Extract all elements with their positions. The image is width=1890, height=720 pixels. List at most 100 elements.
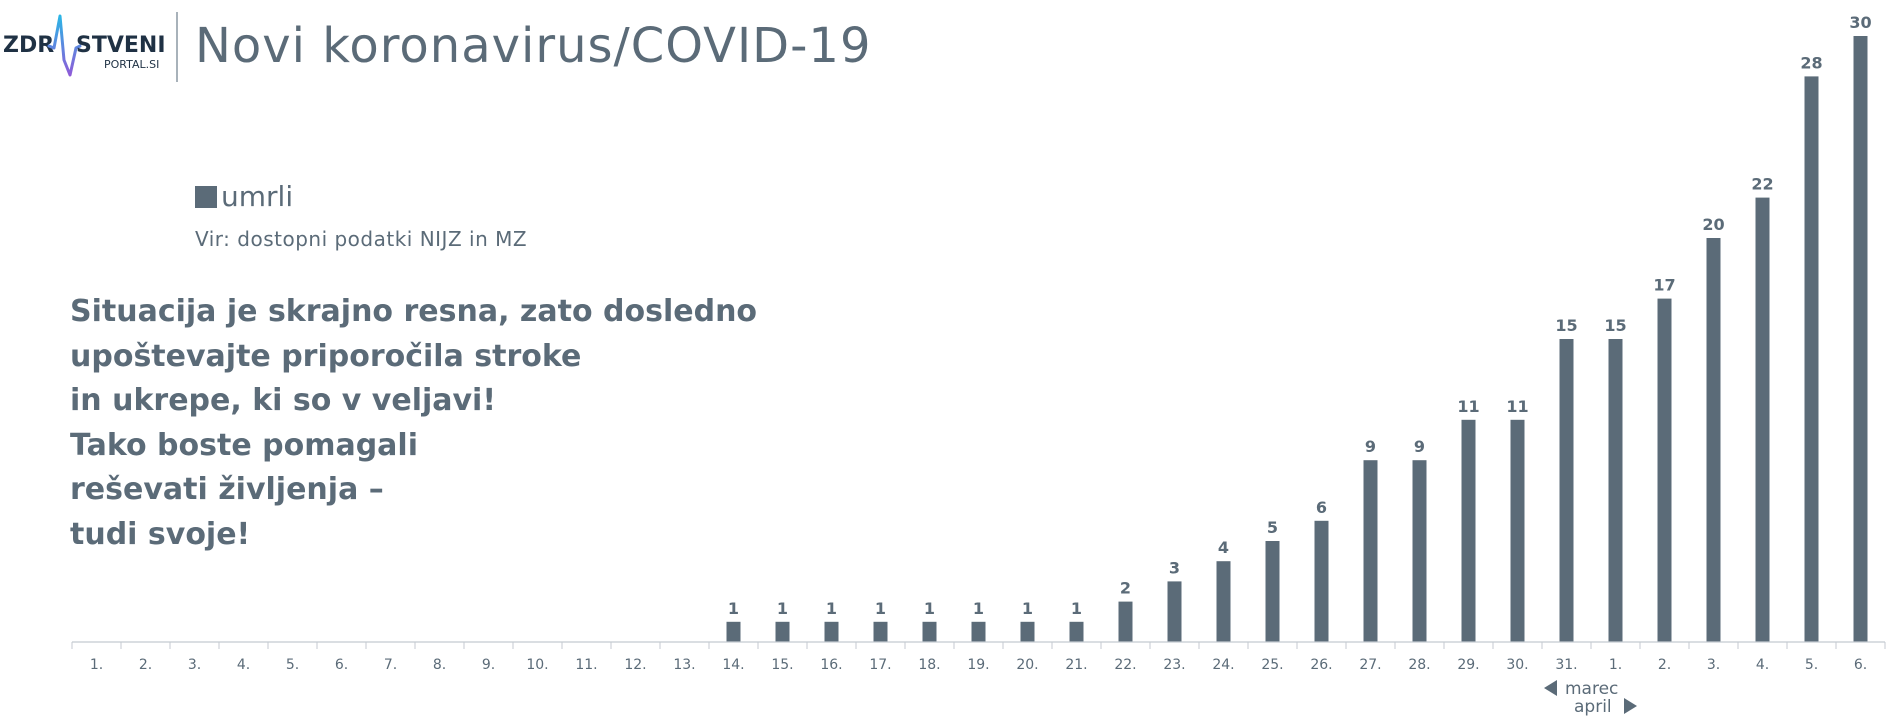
legend-label: umrli (221, 180, 294, 213)
bar (1118, 601, 1133, 642)
x-tick-label: 24. (1212, 657, 1234, 673)
logo-graphic: ZDR STVENI PORTAL.SI (3, 14, 166, 77)
bar (1314, 520, 1329, 642)
month-label-march: marec (1565, 679, 1618, 699)
bar (1069, 621, 1084, 642)
bar-value-label: 30 (1849, 13, 1871, 32)
x-tick-label: 26. (1310, 657, 1332, 673)
x-tick-label: 31. (1555, 657, 1577, 673)
bar-value-label: 1 (777, 599, 788, 618)
logo-text-right: STVENI (76, 33, 166, 58)
x-tick-label: 1. (1609, 657, 1622, 673)
x-tick-label: 6. (1854, 657, 1867, 673)
x-tick-label: 12. (624, 657, 646, 673)
x-tick-label: 2. (1658, 657, 1671, 673)
month-right-arrow-icon (1624, 698, 1637, 714)
x-tick-label: 16. (820, 657, 842, 673)
bar-value-label: 11 (1506, 397, 1528, 416)
x-axis: 1. 2. 3. 4. 5. 6. 7. 8. 9. 10. 11. 12. 13. 14. 15. 16. 1… (71, 641, 1886, 673)
bar (1363, 460, 1378, 642)
x-tick-label: 25. (1261, 657, 1283, 673)
bar (1804, 76, 1819, 642)
bar (726, 621, 741, 642)
bar-value-label: 4 (1218, 538, 1229, 557)
x-tick-label: 20. (1016, 657, 1038, 673)
x-tick-label: 13. (673, 657, 695, 673)
x-tick-label: 3. (1707, 657, 1720, 673)
bar (971, 621, 986, 642)
bar-value-label: 1 (924, 599, 935, 618)
x-tick-label: 2. (139, 657, 152, 673)
logo-subtext: PORTAL.SI (104, 58, 159, 71)
pulse-icon (47, 14, 82, 77)
x-tick-label: 21. (1065, 657, 1087, 673)
bar (1608, 339, 1623, 642)
bar-value-label: 15 (1604, 316, 1626, 335)
x-tick-label: 1. (90, 657, 103, 673)
x-tick-label: 4. (1756, 657, 1769, 673)
x-tick-label: 7. (384, 657, 397, 673)
bar-value-label: 20 (1702, 215, 1724, 234)
bar-value-label: 28 (1800, 53, 1822, 72)
x-tick-label: 6. (335, 657, 348, 673)
x-tick-label: 3. (188, 657, 201, 673)
bar-value-label: 2 (1120, 579, 1131, 598)
bar-value-label: 1 (1071, 599, 1082, 618)
bar (922, 621, 937, 642)
month-label-april: april (1574, 697, 1612, 717)
bar (824, 621, 839, 642)
warning-message: Situacija je skrajno resna, zato dosledn… (70, 290, 757, 557)
x-tick-label: 18. (918, 657, 940, 673)
legend-swatch (195, 186, 217, 208)
logo-divider (176, 12, 178, 82)
x-tick-label: 19. (967, 657, 989, 673)
legend: umrli (195, 183, 293, 211)
x-tick-label: 9. (482, 657, 495, 673)
bar (1559, 339, 1574, 642)
message-line: tudi svoje! (70, 516, 251, 552)
bar (1510, 419, 1525, 642)
logo: ZDR STVENI PORTAL.SI (0, 8, 190, 88)
bar-value-label: 1 (728, 599, 739, 618)
source-note: Vir: dostopni podatki NIJZ in MZ (195, 227, 528, 251)
bar (1755, 197, 1770, 642)
bar-value-label: 9 (1414, 437, 1425, 456)
bar-value-label: 3 (1169, 558, 1180, 577)
bar-value-label: 17 (1653, 276, 1675, 295)
x-tick-label: 8. (433, 657, 446, 673)
bar-value-label: 1 (1022, 599, 1033, 618)
bar-value-label: 6 (1316, 498, 1327, 517)
x-tick-label: 28. (1408, 657, 1430, 673)
bar-value-label: 5 (1267, 518, 1278, 537)
bar-value-label: 11 (1457, 397, 1479, 416)
bar (1657, 298, 1672, 642)
bar-value-label: 1 (826, 599, 837, 618)
x-tick-label: 15. (771, 657, 793, 673)
logo-text-left: ZDR (3, 33, 54, 58)
bar (1265, 541, 1280, 642)
x-tick-label: 30. (1506, 657, 1528, 673)
month-left-arrow-icon (1544, 680, 1557, 696)
x-tick-label: 29. (1457, 657, 1479, 673)
x-tick-label: 14. (722, 657, 744, 673)
message-line: in ukrepe, ki so v veljavi! (70, 383, 497, 418)
message-line: upoštevajte priporočila stroke (70, 338, 582, 374)
message-line: Tako boste pomagali (70, 427, 418, 463)
bar (1167, 581, 1182, 642)
bar (1706, 238, 1721, 642)
x-tick-label: 4. (237, 657, 250, 673)
message-line: Situacija je skrajno resna, zato dosledn… (70, 294, 758, 329)
bar (1412, 460, 1427, 642)
bar (775, 621, 790, 642)
x-tick-label: 17. (869, 657, 891, 673)
x-tick-label: 22. (1114, 657, 1136, 673)
x-tick-label: 27. (1359, 657, 1381, 673)
bar (1461, 419, 1476, 642)
bar-value-label: 15 (1555, 316, 1577, 335)
bar-value-label: 22 (1751, 175, 1773, 194)
bar (1216, 561, 1231, 642)
bar-value-label: 1 (973, 599, 984, 618)
